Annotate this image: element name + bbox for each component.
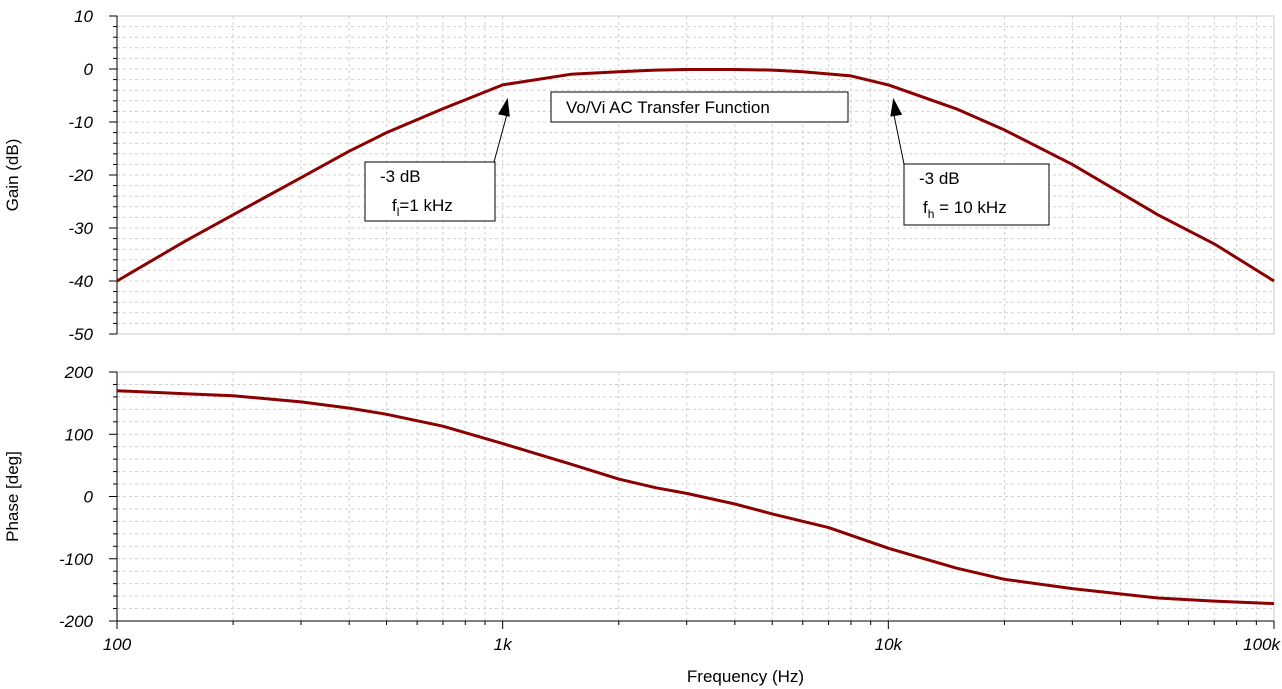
- chart-title: Vo/Vi AC Transfer Function: [566, 98, 770, 117]
- phase-y-tick-label: 100: [65, 425, 94, 444]
- gain-y-tick-label: 0: [84, 60, 94, 79]
- gain-y-tick-label: -30: [68, 219, 93, 238]
- phase-y-tick-label: 0: [84, 488, 94, 507]
- phase-y-tick-label: -200: [59, 612, 94, 631]
- gain-y-tick-label: 10: [74, 7, 93, 26]
- annotation-arrow-line: [892, 111, 905, 165]
- x-tick-label: 100k: [1243, 635, 1281, 654]
- annotation-box: [364, 161, 496, 222]
- chart-title-box: [550, 91, 849, 123]
- annotation-arrowhead: [890, 97, 903, 117]
- gain-panel: 10 0 -10 -20 -30 -40 -50 Gain (dB) Vo/Vi AC Tran…: [3, 7, 1275, 344]
- phase-y-tick-label: 200: [64, 363, 94, 382]
- gain-y-axis-label: Gain (dB): [3, 139, 22, 212]
- phase-y-tick-label: -100: [59, 550, 94, 569]
- annotation-line1: -3 dB: [380, 167, 421, 186]
- annotation-arrowhead: [498, 97, 510, 117]
- phase-series-line: [116, 389, 1275, 606]
- x-tick-label: 1k: [494, 635, 513, 654]
- gain-y-tick-label: -40: [68, 272, 93, 291]
- gain-y-tick-label: -50: [68, 325, 93, 344]
- annotation-line1: -3 dB: [919, 169, 960, 188]
- phase-panel: 200 100 0 -100 -200 Phase [deg] 100 1k 10k 100k Fr…: [3, 363, 1281, 686]
- phase-y-axis-label: Phase [deg]: [3, 451, 22, 542]
- annotation-arrow-line: [493, 111, 509, 163]
- x-axis-label: Frequency (Hz): [687, 667, 804, 686]
- x-tick-label: 10k: [875, 635, 904, 654]
- gain-series-line: [116, 68, 1275, 283]
- annotation-line2: fl=1 kHz: [392, 196, 453, 219]
- x-tick-label: 100: [103, 635, 132, 654]
- annotation-line2: fh = 10 kHz: [923, 198, 1007, 221]
- gain-y-tick-label: -20: [68, 166, 93, 185]
- gain-y-tick-label: -10: [68, 113, 93, 132]
- annotation-box: [903, 163, 1050, 226]
